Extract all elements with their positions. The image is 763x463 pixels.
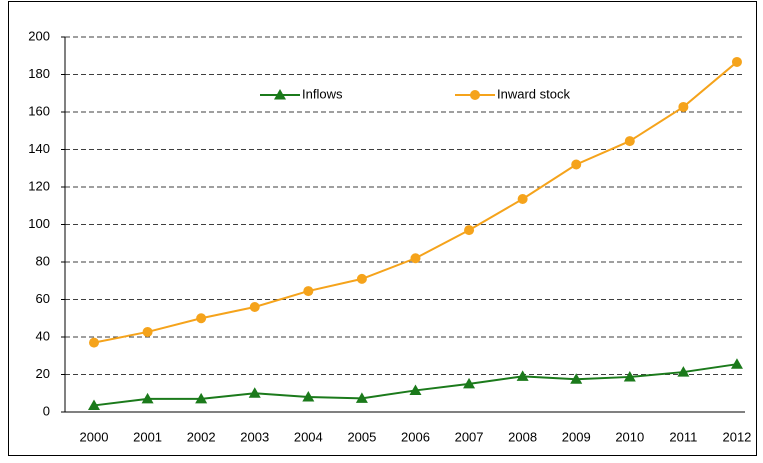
y-tick-label: 0 xyxy=(43,403,50,418)
y-tick-label: 20 xyxy=(36,366,50,381)
data-point xyxy=(730,358,743,369)
data-point xyxy=(302,391,315,402)
data-point xyxy=(355,392,368,403)
y-tick-label: 120 xyxy=(28,178,50,193)
data-point xyxy=(89,337,99,348)
x-tick-label: 2005 xyxy=(347,429,376,444)
x-tick-label: 2001 xyxy=(133,429,162,444)
y-tick-label: 180 xyxy=(28,66,50,81)
legend-label: Inflows xyxy=(302,86,343,101)
data-point xyxy=(678,101,689,112)
y-tick-label: 160 xyxy=(28,103,50,118)
data-point xyxy=(731,56,742,67)
data-point xyxy=(409,384,422,395)
y-tick-label: 60 xyxy=(36,291,50,306)
legend-marker xyxy=(274,89,286,100)
y-tick-label: 100 xyxy=(28,216,50,231)
x-tick-label: 2000 xyxy=(80,429,109,444)
x-tick-label: 2008 xyxy=(508,429,537,444)
data-point xyxy=(677,366,690,377)
x-tick-label: 2009 xyxy=(562,429,591,444)
legend-marker xyxy=(470,90,480,100)
x-tick-label: 2002 xyxy=(187,429,216,444)
data-point xyxy=(516,370,529,381)
x-tick-label: 2006 xyxy=(401,429,430,444)
data-point xyxy=(624,136,635,147)
x-tick-label: 2003 xyxy=(240,429,269,444)
data-point xyxy=(571,159,582,170)
data-point xyxy=(248,387,261,398)
x-tick-label: 2011 xyxy=(669,429,697,444)
data-point xyxy=(88,399,100,410)
data-point xyxy=(249,302,260,312)
data-point xyxy=(196,313,207,324)
data-point xyxy=(463,377,476,389)
data-point xyxy=(195,392,208,404)
legend-label: Inward stock xyxy=(497,86,570,101)
data-point xyxy=(464,225,475,236)
data-point xyxy=(356,273,367,284)
data-point xyxy=(623,370,636,382)
y-tick-label: 40 xyxy=(36,328,50,343)
x-tick-label: 2007 xyxy=(455,429,484,444)
data-point xyxy=(570,373,583,384)
data-point xyxy=(141,392,154,404)
data-point xyxy=(142,326,153,337)
x-tick-label: 2010 xyxy=(615,429,644,444)
y-tick-label: 140 xyxy=(28,141,50,156)
y-tick-label: 80 xyxy=(36,253,50,268)
data-point xyxy=(517,194,528,204)
chart-border xyxy=(8,1,757,456)
data-point xyxy=(410,253,421,264)
y-tick-label: 200 xyxy=(28,28,50,43)
x-tick-label: 2012 xyxy=(722,429,751,444)
x-tick-label: 2004 xyxy=(294,429,323,444)
data-point xyxy=(303,286,314,297)
